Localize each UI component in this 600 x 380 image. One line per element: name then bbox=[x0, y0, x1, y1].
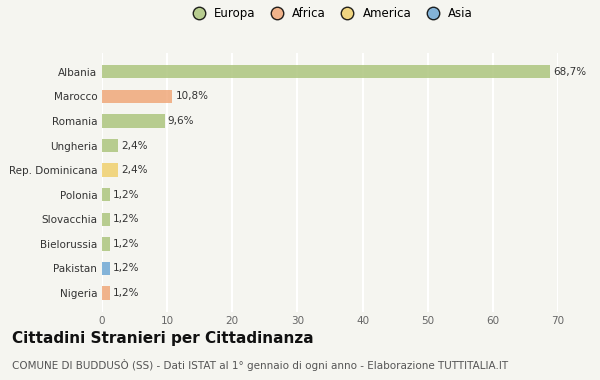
Text: 2,4%: 2,4% bbox=[121, 141, 148, 150]
Bar bbox=[102, 114, 164, 128]
Bar bbox=[102, 65, 550, 79]
Bar bbox=[102, 163, 118, 177]
Text: 1,2%: 1,2% bbox=[113, 288, 140, 298]
Text: COMUNE DI BUDDUSÒ (SS) - Dati ISTAT al 1° gennaio di ogni anno - Elaborazione TU: COMUNE DI BUDDUSÒ (SS) - Dati ISTAT al 1… bbox=[12, 359, 508, 371]
Text: 1,2%: 1,2% bbox=[113, 239, 140, 249]
Bar bbox=[102, 212, 110, 226]
Bar bbox=[102, 237, 110, 251]
Text: 1,2%: 1,2% bbox=[113, 190, 140, 200]
Bar bbox=[102, 188, 110, 201]
Bar bbox=[102, 139, 118, 152]
Bar bbox=[102, 90, 172, 103]
Text: 1,2%: 1,2% bbox=[113, 214, 140, 224]
Text: 10,8%: 10,8% bbox=[176, 91, 209, 101]
Bar bbox=[102, 286, 110, 300]
Bar bbox=[102, 262, 110, 275]
Text: 9,6%: 9,6% bbox=[168, 116, 194, 126]
Text: 1,2%: 1,2% bbox=[113, 263, 140, 274]
Text: 68,7%: 68,7% bbox=[553, 67, 586, 77]
Text: 2,4%: 2,4% bbox=[121, 165, 148, 175]
Text: Cittadini Stranieri per Cittadinanza: Cittadini Stranieri per Cittadinanza bbox=[12, 331, 314, 345]
Legend: Europa, Africa, America, Asia: Europa, Africa, America, Asia bbox=[182, 2, 478, 25]
